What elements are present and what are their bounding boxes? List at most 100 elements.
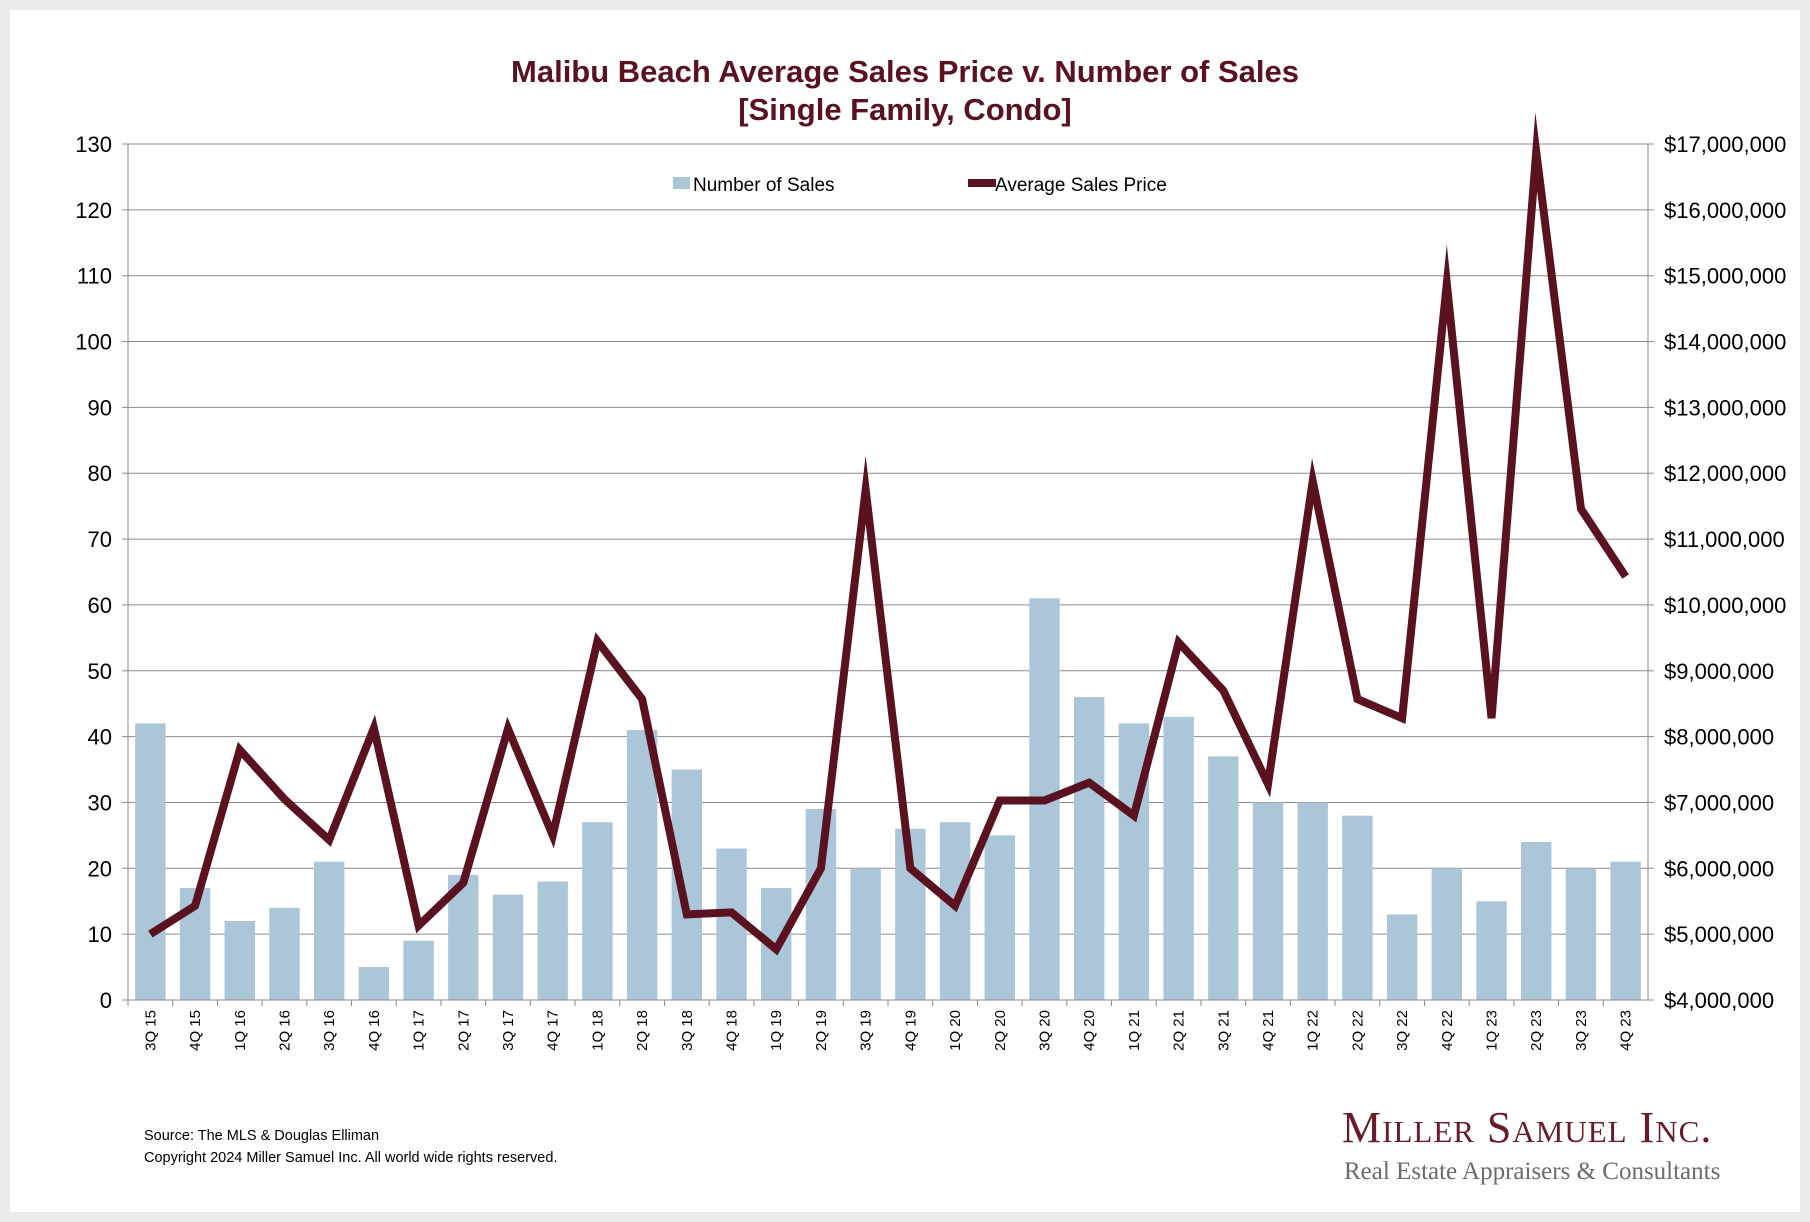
bar-3q-19 (850, 868, 881, 1000)
x-axis-tick-label: 1Q 19 (768, 1010, 785, 1051)
bar-3q-21 (1208, 756, 1239, 1000)
legend-number-of-sales: Number of Sales (693, 175, 835, 196)
x-axis-tick-label: 4Q 18 (724, 1010, 741, 1051)
left-axis-tick-label: 80 (88, 461, 112, 486)
right-axis-tick-label: $16,000,000 (1664, 198, 1786, 223)
x-axis-tick-label: 1Q 16 (232, 1010, 249, 1051)
bar-2q-16 (269, 907, 300, 1000)
bar-4q-21 (1252, 802, 1284, 1000)
right-axis-tick-label: $8,000,000 (1664, 725, 1774, 750)
right-axis-tick-label: $7,000,000 (1664, 790, 1774, 815)
bar-2q-22 (1342, 815, 1373, 1000)
left-axis-tick-label: 50 (88, 659, 112, 684)
x-axis-tick-label: 3Q 16 (321, 1010, 338, 1051)
right-axis-tick-label: $14,000,000 (1664, 330, 1786, 355)
right-axis-tick-label: $4,000,000 (1664, 988, 1774, 1013)
copyright-note: Copyright 2024 Miller Samuel Inc. All wo… (144, 1150, 558, 1166)
right-axis-tick-label: $10,000,000 (1664, 593, 1786, 618)
bar-1q-20 (939, 822, 971, 1000)
x-axis-tick-label: 3Q 17 (500, 1010, 517, 1051)
chart-subtitle: [Single Family, Condo] (738, 92, 1072, 127)
x-axis-tick-label: 3Q 21 (1215, 1010, 1232, 1051)
bar-4q-20 (1073, 697, 1105, 1000)
left-axis-tick-label: 110 (77, 264, 112, 289)
legend-bar-swatch (673, 177, 690, 189)
x-axis-tick-label: 3Q 20 (1036, 1010, 1053, 1051)
left-axis-tick-label: 60 (88, 593, 112, 618)
bar-2q-21 (1163, 716, 1194, 1000)
x-axis-tick-label: 3Q 22 (1394, 1010, 1411, 1051)
x-axis-tick-label: 2Q 23 (1528, 1010, 1545, 1051)
bar-4q-17 (537, 881, 568, 1000)
bar-4q-23 (1610, 861, 1641, 1000)
x-axis-tick-label: 1Q 21 (1126, 1010, 1143, 1051)
x-axis-tick-label: 2Q 18 (634, 1010, 651, 1051)
x-axis-tick-label: 1Q 22 (1305, 1010, 1322, 1051)
left-axis-tick-label: 30 (88, 790, 112, 815)
right-axis-tick-label: $5,000,000 (1664, 922, 1774, 947)
x-axis-tick-label: 4Q 23 (1618, 1010, 1635, 1051)
legend-average-sales-price: Average Sales Price (995, 175, 1167, 196)
bar-3q-22 (1386, 914, 1418, 1000)
x-axis-tick-label: 2Q 19 (813, 1010, 830, 1051)
right-axis-tick-label: $6,000,000 (1664, 856, 1774, 881)
bar-1q-17 (403, 940, 434, 1000)
x-axis-tick-label: 2Q 21 (1171, 1010, 1188, 1051)
x-axis-tick-label: 4Q 19 (902, 1010, 919, 1051)
bar-3q-16 (313, 861, 345, 1000)
bar-2q-18 (626, 730, 658, 1000)
right-axis-tick-label: $13,000,000 (1664, 395, 1786, 420)
x-axis-tick-label: 4Q 20 (1081, 1010, 1098, 1051)
left-axis-tick-label: 130 (75, 132, 112, 157)
bar-4q-16 (358, 967, 390, 1000)
bar-1q-16 (224, 920, 255, 1000)
right-axis-tick-label: $12,000,000 (1664, 461, 1786, 486)
bar-3q-17 (492, 894, 524, 1000)
x-axis-tick-label: 3Q 23 (1573, 1010, 1590, 1051)
right-axis-tick-label: $9,000,000 (1664, 659, 1774, 684)
bar-2q-23 (1521, 841, 1552, 1000)
x-axis-tick-label: 3Q 15 (142, 1010, 159, 1051)
company-logo-name: Miller Samuel Inc. (1342, 1103, 1713, 1152)
x-axis-tick-label: 4Q 15 (187, 1010, 204, 1051)
left-axis-tick-label: 0 (100, 988, 112, 1013)
x-axis-tick-label: 2Q 22 (1349, 1010, 1366, 1051)
right-axis-tick-label: $15,000,000 (1664, 264, 1786, 289)
bar-3q-18 (671, 769, 703, 1000)
left-axis-tick-label: 10 (88, 922, 112, 947)
left-axis-tick-label: 90 (88, 395, 112, 420)
bar-3q-23 (1565, 868, 1597, 1000)
bar-1q-22 (1297, 802, 1328, 1000)
x-axis-tick-label: 2Q 17 (455, 1010, 472, 1051)
x-axis-tick-label: 4Q 22 (1439, 1010, 1456, 1051)
left-axis-tick-label: 120 (75, 198, 112, 223)
right-axis-tick-label: $17,000,000 (1664, 132, 1786, 157)
left-axis-tick-label: 40 (88, 725, 112, 750)
x-axis-tick-label: 2Q 20 (992, 1010, 1009, 1051)
bar-2q-20 (984, 835, 1015, 1000)
chart-frame: Malibu Beach Average Sales Price v. Numb… (10, 10, 1800, 1212)
bar-3q-15 (135, 723, 166, 1000)
x-axis-tick-label: 4Q 17 (545, 1010, 562, 1051)
x-axis-tick-label: 2Q 16 (276, 1010, 293, 1051)
bar-1q-18 (582, 822, 613, 1000)
x-axis-tick-label: 4Q 21 (1260, 1010, 1277, 1051)
average-sales-price-line (148, 112, 1629, 956)
left-axis-tick-label: 70 (88, 527, 112, 552)
left-axis-tick-label: 20 (88, 856, 112, 881)
right-axis-tick-label: $11,000,000 (1664, 527, 1785, 552)
x-axis-tick-label: 1Q 17 (411, 1010, 428, 1051)
company-logo-tagline: Real Estate Appraisers & Consultants (1344, 1158, 1721, 1185)
x-axis-tick-label: 1Q 23 (1484, 1010, 1501, 1051)
left-axis-tick-label: 100 (75, 330, 112, 355)
x-axis-tick-label: 3Q 18 (679, 1010, 696, 1051)
x-axis-tick-label: 4Q 16 (366, 1010, 383, 1051)
bar-4q-22 (1431, 868, 1463, 1000)
x-axis-tick-label: 1Q 18 (589, 1010, 606, 1051)
source-note: Source: The MLS & Douglas Elliman (144, 1128, 380, 1144)
bar-1q-23 (1476, 901, 1507, 1000)
chart-title: Malibu Beach Average Sales Price v. Numb… (511, 54, 1299, 89)
x-axis-tick-label: 3Q 19 (858, 1010, 875, 1051)
combo-chart: 0 $4,000,000 10 $5,000,000 20 $6,000,000 30 $7,… (75, 112, 1786, 1051)
x-axis-tick-label: 1Q 20 (947, 1010, 964, 1051)
